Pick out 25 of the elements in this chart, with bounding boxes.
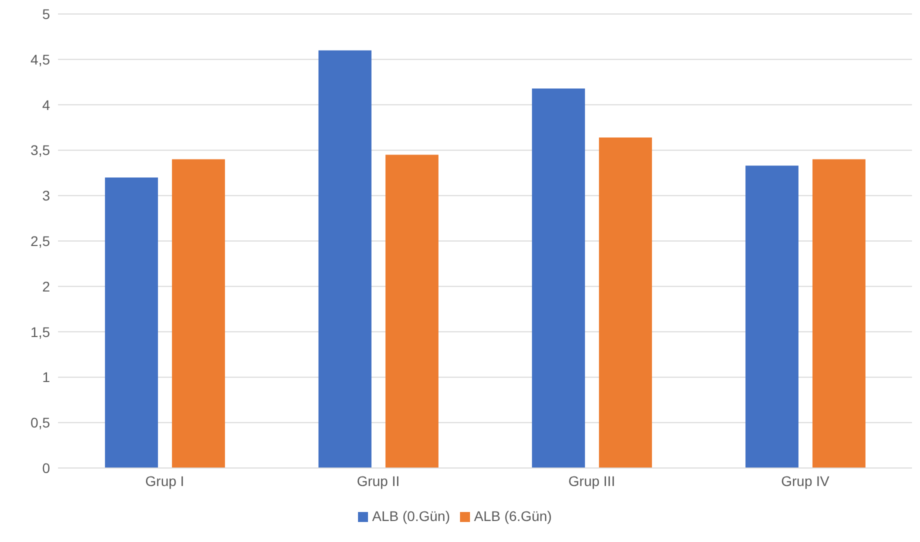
legend-label: ALB (6.Gün) [474,508,552,524]
bar [532,88,585,468]
bar [172,159,225,468]
x-tick-label: Grup IV [781,472,830,489]
y-tick-label: 4,5 [30,51,50,68]
x-tick-label: Grup I [145,472,184,489]
bar [318,50,372,468]
bar [104,177,158,468]
y-tick-label: 2 [42,278,50,294]
bar [745,166,798,468]
x-tick-label: Grup II [356,472,400,489]
bar [385,154,438,468]
y-tick-label: 1,5 [30,324,50,340]
y-tick-label: 3,5 [30,142,50,158]
bar [812,159,866,468]
y-tick-label: 2,5 [30,232,50,249]
y-tick-label: 0,5 [30,414,50,431]
x-tick-label: Grup III [568,472,616,489]
y-tick-label: 0 [42,460,50,476]
y-tick-label: 5 [42,6,50,22]
bar [598,137,652,468]
y-tick-label: 4 [42,96,50,113]
y-tick-label: 1 [42,369,50,386]
y-tick-label: 3 [42,188,50,204]
legend-label: ALB (0.Gün) [372,508,450,524]
